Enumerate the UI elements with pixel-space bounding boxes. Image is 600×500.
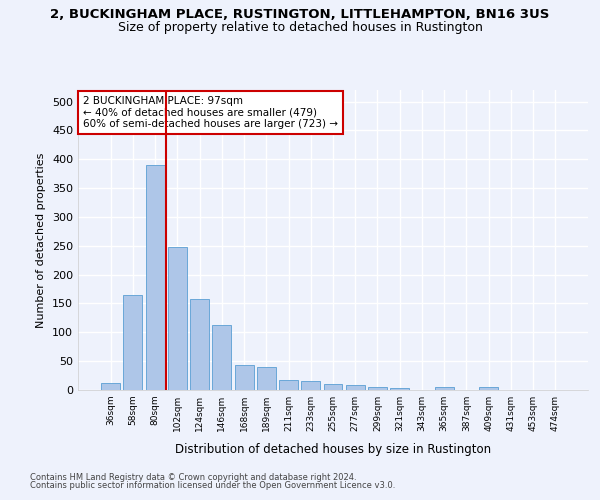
Text: 2 BUCKINGHAM PLACE: 97sqm
← 40% of detached houses are smaller (479)
60% of semi: 2 BUCKINGHAM PLACE: 97sqm ← 40% of detac… [83,96,338,129]
Bar [190,300,209,390]
Bar [323,384,343,390]
Bar [301,382,320,390]
Bar [279,380,298,390]
Text: Contains public sector information licensed under the Open Government Licence v3: Contains public sector information licen… [30,481,395,490]
Bar [146,165,164,390]
Text: Distribution of detached houses by size in Rustington: Distribution of detached houses by size … [175,442,491,456]
Bar [479,387,498,390]
Bar [346,386,365,390]
Bar [124,295,142,390]
Bar [101,382,120,390]
Bar [212,325,231,390]
Bar [390,388,409,390]
Bar [257,367,276,390]
Bar [435,387,454,390]
Text: 2, BUCKINGHAM PLACE, RUSTINGTON, LITTLEHAMPTON, BN16 3US: 2, BUCKINGHAM PLACE, RUSTINGTON, LITTLEH… [50,8,550,20]
Bar [235,364,254,390]
Text: Contains HM Land Registry data © Crown copyright and database right 2024.: Contains HM Land Registry data © Crown c… [30,472,356,482]
Bar [368,386,387,390]
Bar [168,247,187,390]
Text: Size of property relative to detached houses in Rustington: Size of property relative to detached ho… [118,21,482,34]
Y-axis label: Number of detached properties: Number of detached properties [37,152,46,328]
